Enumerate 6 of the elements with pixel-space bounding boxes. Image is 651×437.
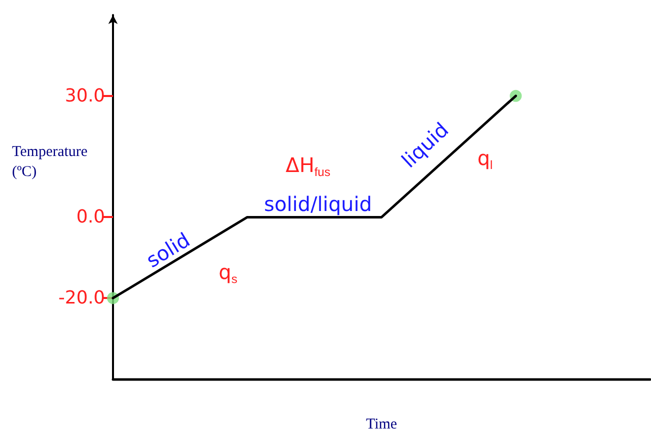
x-axis-title: Time bbox=[366, 416, 398, 432]
y-tick-label: 30.0 bbox=[64, 85, 105, 106]
y-axis-title: Temperature (ºC) bbox=[12, 144, 88, 180]
y-tick-label: 0.0 bbox=[76, 206, 105, 228]
y-tick-label: -20.0 bbox=[58, 288, 105, 309]
annotation: solid/liquid bbox=[264, 192, 372, 216]
